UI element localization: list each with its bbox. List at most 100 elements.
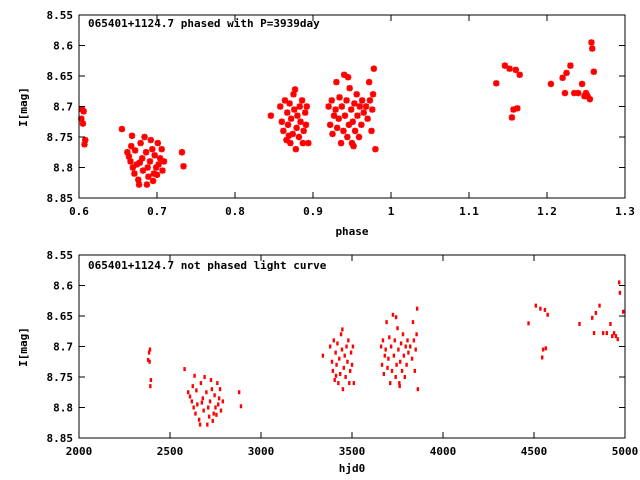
data-point: [148, 359, 151, 364]
x-tick-label: 0.8: [225, 205, 245, 218]
data-point: [512, 66, 519, 74]
x-tick-label: 1.1: [459, 205, 479, 218]
data-point: [300, 127, 307, 135]
data-point: [366, 97, 374, 104]
data-point: [343, 97, 350, 104]
data-point: [590, 68, 597, 75]
data-point: [508, 114, 516, 121]
data-point: [546, 312, 549, 317]
data-point: [334, 373, 338, 378]
data-point: [193, 373, 196, 378]
data-point: [348, 139, 356, 147]
data-point: [335, 362, 338, 367]
data-point: [146, 357, 150, 362]
x-tick-label: 0.9: [303, 205, 323, 218]
data-point: [365, 78, 373, 86]
data-point: [201, 396, 204, 401]
x-tick-label: 5000: [612, 445, 639, 458]
data-point: [582, 89, 590, 97]
data-point: [336, 341, 339, 346]
x-tick-label: 2000: [66, 445, 93, 458]
data-point: [210, 387, 214, 392]
data-point: [351, 100, 358, 107]
data-point: [213, 393, 216, 398]
data-point: [341, 112, 349, 119]
data-point: [354, 112, 361, 119]
data-point: [561, 89, 569, 97]
data-point: [141, 133, 148, 141]
x-tick-label: 0.6: [69, 205, 89, 218]
phased-x-axis-label: phase: [335, 225, 368, 238]
data-point: [589, 45, 596, 52]
data-point: [289, 130, 296, 138]
data-point: [559, 74, 566, 82]
data-point: [345, 344, 348, 349]
data-point: [328, 344, 332, 349]
data-point: [405, 362, 408, 367]
data-point: [135, 181, 143, 188]
data-point: [82, 136, 89, 144]
data-point: [392, 353, 396, 358]
data-point: [338, 103, 346, 110]
data-point: [360, 109, 367, 116]
data-point: [547, 80, 555, 88]
x-tick-label: 3000: [248, 445, 275, 458]
data-point: [341, 71, 348, 78]
data-point: [370, 65, 378, 72]
data-point: [153, 171, 161, 179]
data-point: [283, 136, 290, 144]
data-point: [344, 133, 351, 141]
data-point: [287, 115, 295, 122]
data-point: [591, 315, 594, 320]
data-point: [81, 141, 88, 148]
data-point: [281, 97, 289, 104]
data-point: [618, 290, 622, 295]
data-point: [501, 62, 509, 69]
data-point: [191, 384, 194, 389]
data-point: [617, 280, 621, 285]
data-point: [398, 381, 401, 386]
data-point: [611, 334, 614, 339]
light-curve-plot-title: 065401+1124.7 not phased light curve: [88, 259, 327, 272]
data-point: [349, 118, 356, 125]
data-point: [192, 405, 195, 410]
data-point: [330, 359, 334, 364]
data-point: [149, 177, 157, 185]
data-point: [206, 422, 209, 427]
data-point: [355, 133, 363, 141]
data-point: [584, 92, 591, 100]
data-point: [539, 306, 542, 311]
data-point: [221, 399, 224, 404]
data-point: [332, 338, 335, 343]
data-point: [563, 69, 570, 77]
data-point: [291, 86, 299, 93]
data-point: [143, 181, 151, 188]
data-point: [178, 149, 186, 156]
data-point: [330, 112, 338, 119]
data-point: [138, 155, 146, 162]
data-point: [151, 152, 158, 159]
data-point: [575, 89, 582, 97]
data-point: [145, 173, 152, 180]
data-point: [601, 331, 605, 336]
data-point: [196, 402, 199, 407]
data-point: [586, 95, 594, 103]
data-point: [407, 350, 410, 355]
data-point: [381, 338, 385, 343]
data-point: [338, 356, 341, 361]
data-point: [183, 367, 186, 372]
data-point: [341, 387, 345, 392]
data-point: [390, 368, 394, 373]
data-point: [413, 368, 416, 373]
data-point: [351, 344, 355, 349]
y-tick-label: 8.65: [47, 310, 74, 323]
data-point: [118, 125, 126, 133]
data-point: [284, 121, 292, 128]
data-point: [142, 149, 150, 156]
data-point: [153, 164, 160, 171]
data-point: [149, 384, 152, 389]
data-point: [334, 350, 337, 355]
data-point: [348, 106, 355, 113]
data-point: [351, 127, 359, 135]
